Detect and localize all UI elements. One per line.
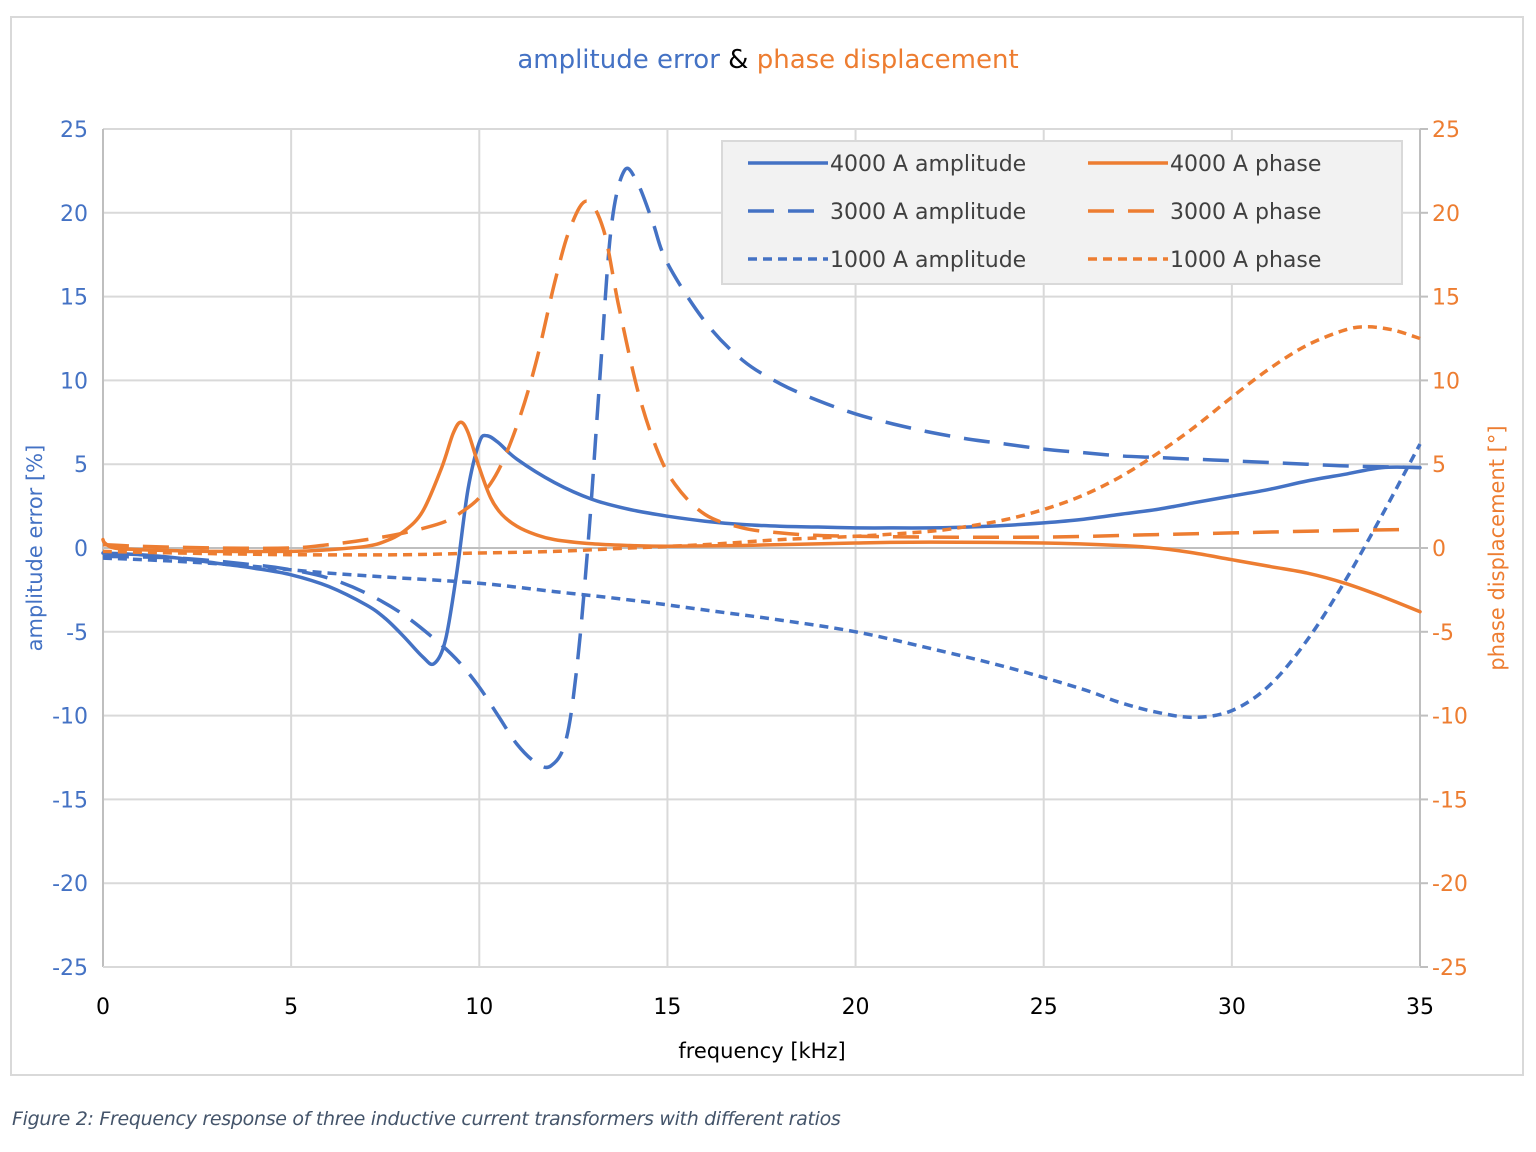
y-tick-label: 20: [60, 202, 88, 227]
series-3000-a-phase: [102, 199, 1402, 551]
legend-label: 1000 A amplitude: [830, 248, 1026, 273]
series-1000-a-amplitude: [102, 443, 1422, 720]
x-axis-title: frequency [kHz]: [678, 1039, 845, 1063]
axes: 25 20 15 10 5 0 -5 -10 -15 -20 -25 25 20 15 10 5 0 -5 -10 -…: [52, 118, 1468, 1020]
legend-label: 3000 A amplitude: [830, 200, 1026, 225]
x-tick-label: 25: [1030, 995, 1058, 1020]
title-part: amplitude error: [517, 45, 720, 75]
x-tick-label: 0: [96, 995, 110, 1020]
series-lines: [101, 166, 1422, 770]
y2-tick-label: 10: [1432, 369, 1460, 394]
y-tick-label: -15: [52, 788, 88, 813]
title-part: &: [720, 45, 757, 75]
y2-tick-label: 15: [1432, 286, 1460, 311]
legend-label: 3000 A phase: [1170, 200, 1321, 225]
y2-tick-label: -5: [1432, 621, 1454, 646]
x-tick-label: 20: [842, 995, 870, 1020]
y-tick-label: 5: [74, 453, 88, 478]
chart-title: amplitude error & phase displacement: [517, 45, 1018, 75]
chart: 25 20 15 10 5 0 -5 -10 -15 -20 -25 25 20 15 10 5 0 -5 -10 -…: [23, 45, 1509, 1063]
legend: 4000 A amplitude 4000 A phase 3000 A ampli…: [721, 140, 1403, 285]
legend-label: 1000 A phase: [1170, 248, 1321, 273]
x-tick-label: 10: [465, 995, 493, 1020]
y-tick-label: 15: [60, 286, 88, 311]
y-tick-label: 0: [74, 537, 88, 562]
y2-tick-label: 0: [1432, 537, 1446, 562]
y-tick-label: -25: [52, 956, 88, 981]
y2-tick-label: -20: [1432, 872, 1468, 897]
series-3000-a-amplitude: [102, 166, 1421, 770]
chart-area: [10, 16, 1524, 1076]
x-tick-label: 35: [1406, 995, 1434, 1020]
x-tick-label: 15: [653, 995, 681, 1020]
y2-tick-label: -25: [1432, 956, 1468, 981]
y2-tick-label: 5: [1432, 453, 1446, 478]
y2-tick-label: -15: [1432, 788, 1468, 813]
x-tick-label: 5: [284, 995, 298, 1020]
y-axis-title: amplitude error [%]: [23, 445, 47, 652]
y-tick-label: -5: [66, 621, 88, 646]
y2-tick-label: 25: [1432, 118, 1460, 143]
y2-tick-label: 20: [1432, 202, 1460, 227]
y-tick-label: -10: [52, 705, 88, 730]
legend-label: 4000 A amplitude: [830, 152, 1026, 177]
series-1000-a-phase: [102, 325, 1421, 557]
legend-box: [721, 140, 1403, 285]
y2-axis-title: phase displacement [°]: [1485, 425, 1509, 670]
x-tick-label: 30: [1218, 995, 1246, 1020]
y-tick-label: -20: [52, 872, 88, 897]
y2-tick-label: -10: [1432, 705, 1468, 730]
y-tick-label: 25: [60, 118, 88, 143]
figure-caption: Figure 2: Frequency response of three in…: [12, 1108, 841, 1130]
series-4000-a-phase: [101, 420, 1422, 614]
legend-label: 4000 A phase: [1170, 152, 1321, 177]
title-part: phase displacement: [757, 45, 1019, 75]
y-tick-label: 10: [60, 369, 88, 394]
series-4000-a-amplitude: [101, 433, 1422, 667]
